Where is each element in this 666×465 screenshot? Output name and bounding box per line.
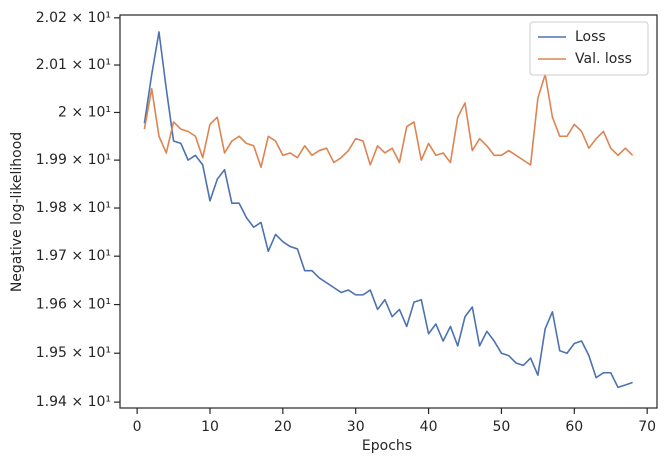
y-tick-label: 2.01 × 10¹: [36, 57, 111, 73]
y-tick-label: 1.97 × 10¹: [36, 248, 111, 264]
y-tick-label: 2.02 × 10¹: [36, 10, 111, 26]
legend-label: Val. loss: [575, 51, 632, 67]
x-tick-label: 60: [565, 419, 583, 435]
y-tick-label: 2 × 10¹: [58, 104, 111, 120]
y-tick-label: 1.98 × 10¹: [36, 200, 111, 216]
x-tick-label: 40: [420, 419, 438, 435]
x-tick-label: 50: [493, 419, 511, 435]
y-tick-label: 1.95 × 10¹: [36, 345, 111, 361]
x-tick-label: 30: [347, 419, 365, 435]
y-axis-label: Negative log-likelihood: [9, 132, 25, 292]
legend-box: [529, 21, 649, 76]
legend-label: Loss: [575, 29, 606, 45]
y-tick-label: 1.99 × 10¹: [36, 152, 111, 168]
x-tick-label: 0: [133, 419, 142, 435]
line: [143, 73, 634, 169]
y-tick-label: 1.96 × 10¹: [36, 297, 111, 313]
x-axis-label: Epochs: [362, 438, 412, 454]
x-tick-label: 70: [638, 419, 656, 435]
line: [143, 31, 633, 389]
x-tick-label: 10: [201, 419, 219, 435]
y-tick-label: 1.94 × 10¹: [36, 394, 111, 410]
plot-frame: [119, 14, 658, 409]
x-tick-label: 20: [274, 419, 292, 435]
